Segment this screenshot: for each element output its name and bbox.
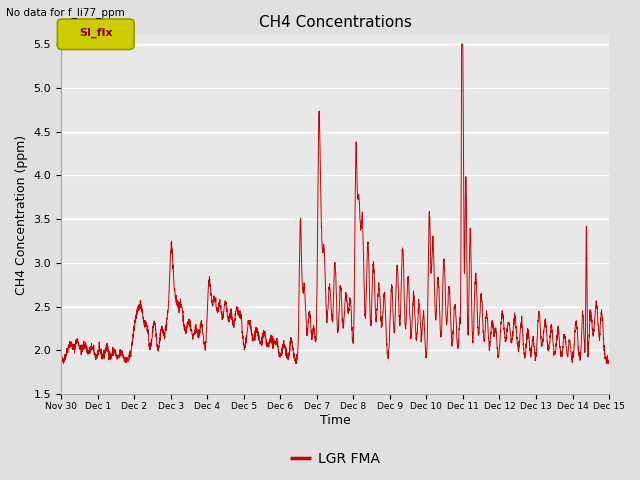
Title: CH4 Concentrations: CH4 Concentrations (259, 15, 412, 30)
Legend: LGR FMA: LGR FMA (290, 452, 380, 466)
X-axis label: Time: Time (319, 414, 351, 427)
Y-axis label: CH4 Concentration (ppm): CH4 Concentration (ppm) (15, 135, 28, 295)
Text: No data for f_li77_ppm: No data for f_li77_ppm (6, 7, 125, 18)
Text: SI_flx: SI_flx (79, 28, 113, 38)
FancyBboxPatch shape (58, 19, 134, 49)
